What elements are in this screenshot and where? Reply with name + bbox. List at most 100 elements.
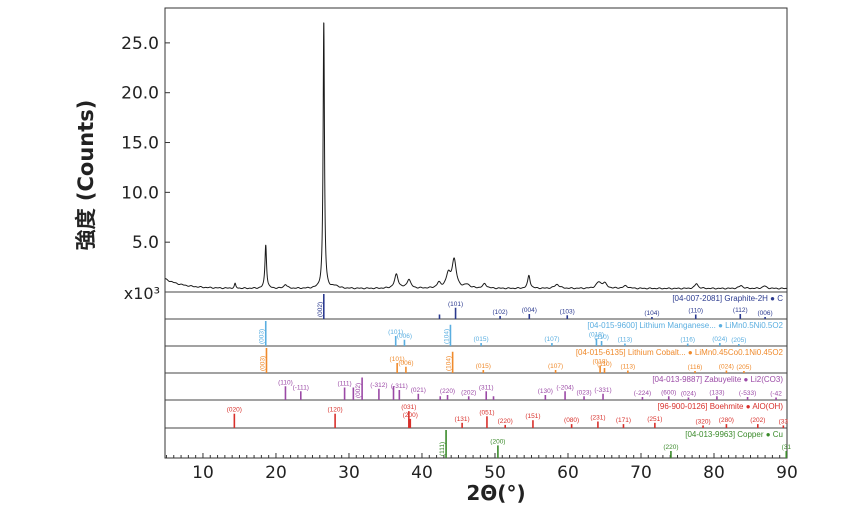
miller-index-label: (133) — [709, 389, 724, 396]
miller-index-label: (101) — [448, 301, 463, 308]
miller-index-label: (111) — [439, 442, 446, 456]
miller-index-label: (051) — [479, 409, 494, 416]
miller-index-label: (024) — [719, 364, 734, 371]
miller-index-label: (202) — [750, 417, 765, 424]
miller-index-label: (130) — [538, 388, 553, 395]
miller-index-label: (080) — [564, 417, 579, 424]
miller-index-label: (004) — [522, 307, 537, 314]
miller-index-label: (-204) — [556, 384, 573, 391]
miller-index-label: (220) — [663, 444, 678, 451]
miller-index-label: (251) — [647, 416, 662, 423]
miller-index-label: (018) — [589, 332, 604, 339]
miller-index-label: (110) — [594, 334, 609, 341]
miller-index-label: (220) — [440, 388, 455, 395]
miller-index-label: (104) — [644, 310, 659, 317]
miller-index-label: (171) — [616, 417, 631, 424]
y-tick-label: 25.0 — [121, 34, 159, 54]
x-tick-label: 90 — [776, 463, 798, 483]
miller-index-label: (202) — [461, 389, 476, 396]
y-scale-label: x10³ — [124, 284, 160, 303]
miller-index-label: (002) — [355, 383, 362, 398]
reference-pattern-4: (110)(-111) (111) (002) (-312) (-311)(021) (2… — [278, 375, 783, 400]
reference-pattern-2: (003) (101)(006) (104) (015) (107) (018)(110)… — [259, 321, 784, 346]
miller-index-label: (311) — [479, 384, 494, 391]
axes-layer: 5.0 10.0 15.0 20.0 25.0 10 20 30 40 50 60 70 80 90 — [121, 7, 798, 483]
x-tick-label: 30 — [338, 463, 360, 483]
miller-index-label: (015) — [476, 363, 491, 370]
miller-index-label: (116) — [688, 364, 703, 371]
miller-index-label: (110) — [597, 361, 612, 368]
miller-index-label: (131) — [455, 416, 470, 423]
miller-index-label: (-42 — [770, 391, 782, 398]
x-tick-label: 60 — [557, 463, 579, 483]
miller-index-label: (111) — [337, 381, 351, 388]
reference-pattern-label: [04-013-9963] Copper ● Cu — [685, 430, 783, 439]
miller-index-label: (101) — [390, 356, 405, 363]
miller-index-label: (002) — [317, 302, 324, 317]
miller-index-label: (231) — [590, 415, 605, 422]
reference-pattern-6: (111) (200) (220) (31 [04-013-9963] Copper ●… — [439, 430, 791, 458]
miller-index-label: (110) — [278, 379, 293, 386]
miller-index-label: (006) — [397, 333, 412, 340]
reference-pattern-label: [04-007-2081] Graphite-2H ● C — [672, 294, 783, 303]
miller-index-label: (205) — [731, 337, 746, 344]
y-tick-label: 5.0 — [132, 233, 159, 253]
miller-index-label: (023) — [576, 389, 591, 396]
miller-index-label: (31 — [782, 444, 792, 451]
miller-index-label: (102) — [492, 309, 507, 316]
reference-pattern-label: [04-015-6135] Lithium Cobalt... ● LiMn0.… — [576, 348, 784, 357]
reference-pattern-label: [04-013-9887] Zabuyelite ● Li2(CO3) — [652, 375, 783, 384]
miller-index-label: (151) — [525, 413, 540, 420]
miller-index-label: (-224) — [634, 390, 651, 397]
x-tick-label: 40 — [411, 463, 433, 483]
reference-pattern-3: (003) (101)(006) (104) (015) (107) (018)(110)… — [259, 348, 784, 373]
miller-index-label: (006) — [398, 360, 413, 367]
miller-index-label: (107) — [544, 336, 559, 343]
miller-index-label: (116) — [680, 337, 695, 344]
miller-index-label: (018) — [593, 359, 608, 366]
miller-index-label: (33 — [779, 418, 789, 425]
miller-index-label: (003) — [259, 356, 266, 371]
x-tick-label: 50 — [484, 463, 506, 483]
miller-index-label: (003) — [259, 329, 266, 344]
miller-index-label: (021) — [411, 387, 426, 394]
miller-index-label: (205) — [736, 364, 751, 371]
y-tick-label: 15.0 — [121, 134, 159, 154]
miller-index-label: (200) — [490, 438, 505, 445]
miller-index-label: (101) — [388, 329, 403, 336]
miller-index-label: (-111) — [293, 384, 309, 391]
plot-frame — [164, 7, 788, 459]
x-tick-label: 80 — [703, 463, 725, 483]
miller-index-label: (-312) — [370, 382, 387, 389]
miller-index-label: (320) — [695, 418, 710, 425]
x-tick-label: 20 — [265, 463, 287, 483]
miller-index-label: (024) — [681, 391, 696, 398]
main-pattern-layer — [164, 22, 788, 290]
miller-index-label: (280) — [719, 417, 734, 424]
miller-index-label: (015) — [474, 336, 489, 343]
miller-index-label: (031) — [401, 404, 416, 411]
reference-patterns-layer: (002) (101) (102) (004) (103) (104) (110) (112)… — [227, 294, 791, 458]
y-tick-label: 10.0 — [121, 183, 159, 203]
miller-index-label: (104) — [446, 356, 453, 371]
miller-index-label: (113) — [618, 337, 633, 344]
miller-index-label: (107) — [548, 363, 563, 370]
miller-index-label: (113) — [620, 364, 635, 371]
reference-pattern-label: [96-900-0126] Boehmite ● AlO(OH) — [658, 402, 784, 411]
miller-index-label: (-331) — [594, 387, 611, 394]
x-tick-label: 10 — [192, 463, 214, 483]
miller-index-label: (-533) — [739, 390, 756, 397]
miller-index-label: (103) — [560, 308, 575, 315]
miller-index-label: (-311) — [391, 383, 408, 390]
miller-index-label: (020) — [227, 407, 242, 414]
y-tick-label: 20.0 — [121, 84, 159, 104]
reference-pattern-1: (002) (101) (102) (004) (103) (104) (110) (112)… — [317, 294, 783, 319]
miller-index-label: (024) — [712, 336, 727, 343]
x-axis-label: 2Θ(°) — [466, 481, 525, 505]
miller-index-label: (600) — [661, 389, 676, 396]
diffraction-pattern-line — [164, 22, 788, 290]
miller-index-label: (220) — [498, 418, 513, 425]
miller-index-label: (104) — [443, 329, 450, 344]
x-tick-label: 70 — [630, 463, 652, 483]
